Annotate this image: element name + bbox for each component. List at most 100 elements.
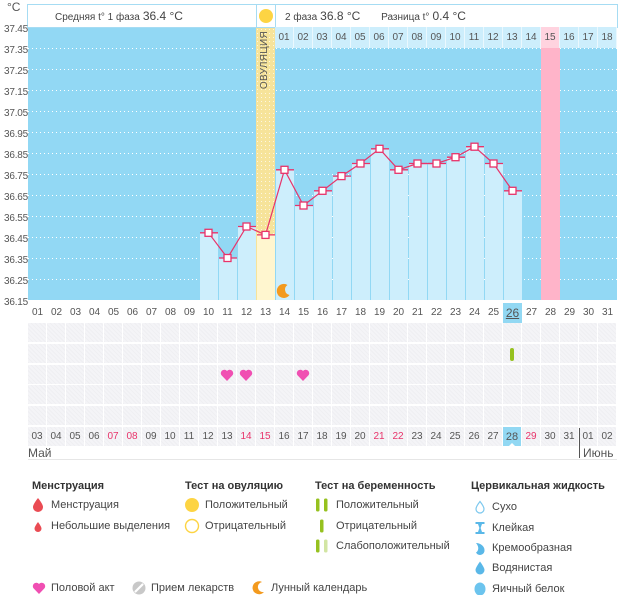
day-note-cell[interactable]	[161, 364, 179, 384]
temperature-point[interactable]	[375, 144, 384, 153]
temperature-point[interactable]	[508, 186, 517, 195]
calendar-date-cell[interactable]: 15	[256, 427, 274, 446]
calendar-date-cell[interactable]: 09	[142, 427, 160, 446]
day-note-cell[interactable]	[218, 323, 236, 342]
post-ovulation-day-cell[interactable]: 04	[332, 27, 351, 48]
day-note-cell[interactable]	[522, 406, 540, 426]
day-note-cell[interactable]	[351, 406, 369, 426]
temperature-point[interactable]	[394, 165, 403, 174]
x-tick-label[interactable]: 26	[503, 303, 522, 323]
post-ovulation-day-cell[interactable]: 05	[351, 27, 370, 48]
day-note-cell[interactable]	[313, 385, 331, 405]
day-note-cell[interactable]	[541, 364, 559, 384]
day-note-cell[interactable]	[66, 406, 84, 426]
day-note-cell[interactable]	[66, 385, 84, 405]
day-note-cell[interactable]	[579, 343, 597, 363]
day-note-cell[interactable]	[598, 364, 616, 384]
day-note-cell[interactable]	[275, 323, 293, 342]
day-note-cell[interactable]	[484, 343, 502, 363]
x-tick-label[interactable]: 02	[50, 307, 63, 318]
day-note-cell[interactable]	[598, 323, 616, 342]
day-note-cell[interactable]	[598, 385, 616, 405]
day-note-cell[interactable]	[142, 385, 160, 405]
x-tick-label[interactable]: 20	[392, 307, 405, 318]
calendar-date-cell[interactable]: 02	[598, 427, 616, 446]
day-note-cell[interactable]	[332, 343, 350, 363]
day-note-cell[interactable]	[104, 364, 122, 384]
day-note-cell[interactable]	[579, 323, 597, 342]
temperature-bar[interactable]	[504, 190, 522, 300]
day-note-cell[interactable]	[123, 323, 141, 342]
day-note-cell[interactable]	[28, 406, 46, 426]
calendar-date-cell[interactable]: 30	[541, 427, 559, 446]
x-tick-label[interactable]: 13	[259, 307, 272, 318]
post-ovulation-day-cell[interactable]: 11	[465, 27, 484, 48]
day-note-cell[interactable]	[560, 343, 578, 363]
x-tick-label[interactable]: 23	[449, 307, 462, 318]
day-note-cell[interactable]	[484, 385, 502, 405]
day-note-cell[interactable]	[199, 343, 217, 363]
day-note-cell[interactable]	[104, 406, 122, 426]
temperature-point[interactable]	[451, 153, 460, 162]
x-tick-label[interactable]: 09	[183, 307, 196, 318]
post-ovulation-day-cell[interactable]: 03	[313, 27, 332, 48]
post-ovulation-day-cell[interactable]: 17	[579, 27, 598, 48]
temperature-point[interactable]	[470, 142, 479, 151]
day-note-cell[interactable]	[427, 406, 445, 426]
temperature-point[interactable]	[337, 171, 346, 181]
day-note-cell[interactable]	[446, 343, 464, 363]
x-tick-label[interactable]: 05	[107, 307, 120, 318]
day-note-cell[interactable]	[560, 364, 578, 384]
temperature-bar[interactable]	[371, 148, 389, 300]
day-note-cell[interactable]	[598, 406, 616, 426]
post-ovulation-day-cell[interactable]: 02	[294, 27, 313, 48]
x-tick-label[interactable]: 31	[601, 307, 614, 318]
day-note-cell[interactable]	[560, 406, 578, 426]
day-note-cell[interactable]	[408, 385, 426, 405]
day-note-cell[interactable]	[28, 364, 46, 384]
day-note-cell[interactable]	[104, 343, 122, 363]
day-note-cell[interactable]	[256, 385, 274, 405]
temperature-point[interactable]	[204, 228, 213, 237]
day-note-cell[interactable]	[199, 323, 217, 342]
calendar-date-cell[interactable]: 18	[313, 427, 331, 446]
day-note-cell[interactable]	[218, 343, 236, 363]
day-note-cell[interactable]	[104, 385, 122, 405]
day-note-cell[interactable]	[446, 406, 464, 426]
day-note-cell[interactable]	[427, 385, 445, 405]
heart-icon[interactable]	[220, 368, 234, 382]
temperature-bar[interactable]	[257, 234, 275, 300]
day-note-cell[interactable]	[541, 323, 559, 342]
post-ovulation-day-cell[interactable]: 07	[389, 27, 408, 48]
post-ovulation-day-cell[interactable]: 10	[446, 27, 465, 48]
day-note-cell[interactable]	[484, 364, 502, 384]
x-tick-label[interactable]: 08	[164, 307, 177, 318]
calendar-date-cell[interactable]: 20	[351, 427, 369, 446]
post-ovulation-day-cell[interactable]: 06	[370, 27, 389, 48]
day-note-cell[interactable]	[218, 406, 236, 426]
day-note-cell[interactable]	[465, 343, 483, 363]
day-note-cell[interactable]	[370, 406, 388, 426]
day-note-cell[interactable]	[123, 364, 141, 384]
temperature-point[interactable]	[242, 222, 251, 231]
day-note-cell[interactable]	[85, 343, 103, 363]
day-note-cell[interactable]	[85, 406, 103, 426]
day-note-cell[interactable]	[332, 364, 350, 384]
temperature-point[interactable]	[261, 230, 270, 240]
day-note-cell[interactable]	[47, 406, 65, 426]
heart-icon[interactable]	[296, 368, 310, 382]
day-note-cell[interactable]	[142, 343, 160, 363]
calendar-date-cell[interactable]: 13	[218, 427, 236, 446]
day-note-cell[interactable]	[275, 343, 293, 363]
day-note-cell[interactable]	[47, 385, 65, 405]
day-note-cell[interactable]	[389, 406, 407, 426]
day-note-cell[interactable]	[47, 364, 65, 384]
temperature-point[interactable]	[318, 186, 327, 195]
temperature-bar[interactable]	[219, 258, 237, 300]
day-note-cell[interactable]	[161, 385, 179, 405]
day-note-cell[interactable]	[28, 323, 46, 342]
day-note-cell[interactable]	[28, 343, 46, 363]
day-note-cell[interactable]	[427, 364, 445, 384]
day-note-cell[interactable]	[256, 406, 274, 426]
x-tick-label[interactable]: 22	[430, 307, 443, 318]
